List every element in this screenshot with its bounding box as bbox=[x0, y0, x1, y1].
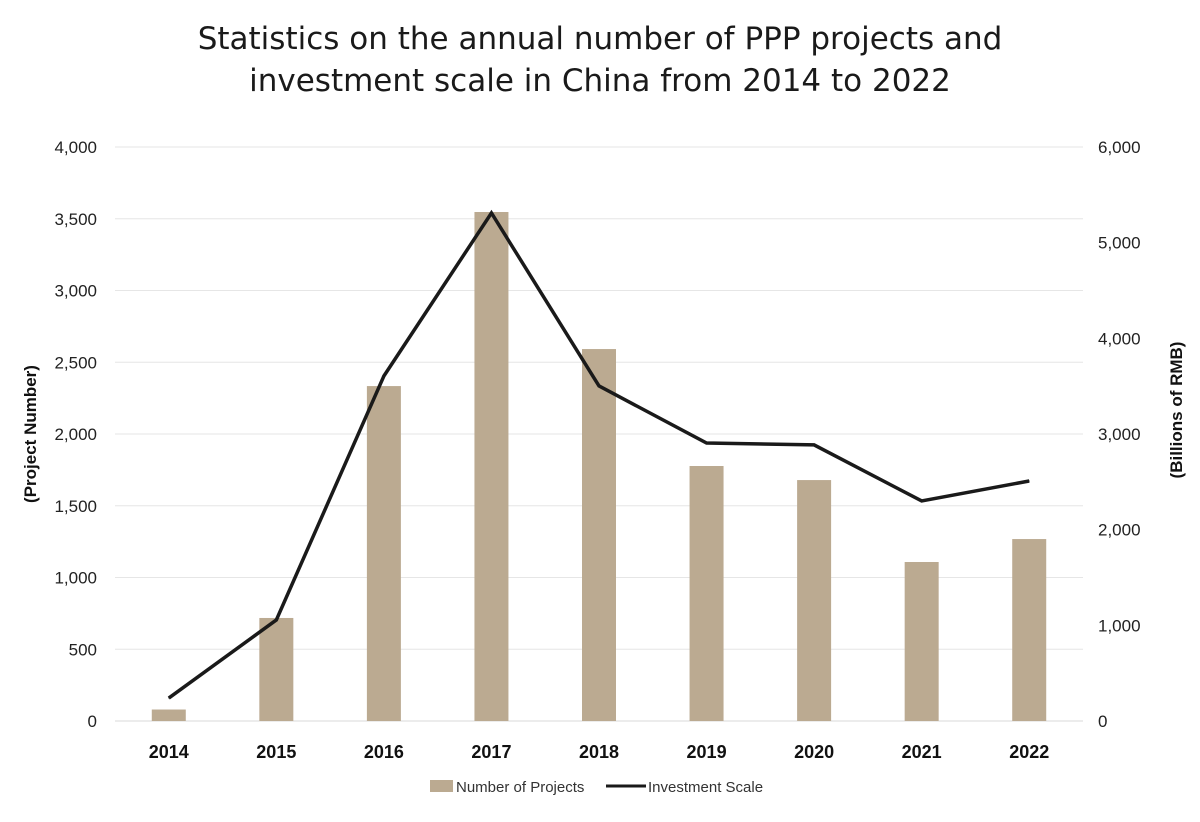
bar-2017 bbox=[474, 212, 509, 721]
x-tick-label: 2016 bbox=[364, 742, 404, 762]
chart-title-line-2: investment scale in China from 2014 to 2… bbox=[249, 63, 951, 99]
y2-tick-label: 3,000 bbox=[1098, 425, 1141, 444]
line-point-2019 bbox=[706, 442, 708, 444]
x-tick-label: 2021 bbox=[902, 742, 942, 762]
legend-swatch-bars bbox=[430, 780, 453, 792]
y2-tick-label: 6,000 bbox=[1098, 138, 1141, 157]
bar-2020 bbox=[797, 480, 832, 721]
legend-label-line: Investment Scale bbox=[648, 779, 763, 796]
bar-2015 bbox=[259, 617, 294, 721]
legend-label-bars: Number of Projects bbox=[456, 779, 584, 796]
y-tick-label: 1,000 bbox=[54, 569, 97, 588]
y-tick-label: 2,000 bbox=[54, 425, 97, 444]
bar-2021 bbox=[904, 562, 939, 721]
line-point-2022 bbox=[1028, 480, 1030, 482]
line-point-2021 bbox=[921, 500, 923, 502]
y-tick-label: 1,500 bbox=[54, 497, 97, 516]
y-tick-label: 4,000 bbox=[54, 138, 97, 157]
y-tick-label: 0 bbox=[88, 712, 97, 731]
line-point-2015 bbox=[275, 619, 277, 621]
bar-2019 bbox=[689, 466, 724, 721]
line-point-2020 bbox=[813, 444, 815, 446]
x-tick-label: 2015 bbox=[256, 742, 296, 762]
bar-2022 bbox=[1012, 539, 1047, 721]
y-tick-label: 2,500 bbox=[54, 353, 97, 372]
y2-tick-label: 4,000 bbox=[1098, 329, 1141, 348]
bar-2016 bbox=[366, 386, 401, 721]
y2-tick-label: 1,000 bbox=[1098, 616, 1141, 635]
y2-axis-label: (Billions of RMB) bbox=[1167, 342, 1186, 479]
x-tick-label: 2018 bbox=[579, 742, 619, 762]
x-tick-label: 2022 bbox=[1009, 742, 1049, 762]
y-tick-label: 500 bbox=[69, 640, 97, 659]
y-tick-label: 3,500 bbox=[54, 210, 97, 229]
line-point-2014 bbox=[168, 697, 170, 699]
bar-2014 bbox=[151, 709, 186, 721]
line-point-2017 bbox=[490, 212, 492, 214]
legend: Number of Projects Investment Scale bbox=[430, 779, 763, 796]
y-axis-label: (Project Number) bbox=[21, 365, 40, 503]
line-point-2018 bbox=[598, 385, 600, 387]
y-tick-label: 3,000 bbox=[54, 282, 97, 301]
line-point-2016 bbox=[383, 375, 385, 377]
x-tick-label: 2019 bbox=[687, 742, 727, 762]
x-tick-label: 2014 bbox=[149, 742, 189, 762]
chart-title-line-1: Statistics on the annual number of PPP p… bbox=[197, 21, 1003, 57]
x-tick-label: 2017 bbox=[471, 742, 511, 762]
x-tick-label: 2020 bbox=[794, 742, 834, 762]
y2-tick-label: 2,000 bbox=[1098, 521, 1141, 540]
bar-2018 bbox=[582, 349, 616, 721]
chart-title: Statistics on the annual number of PPP p… bbox=[0, 18, 1200, 102]
y2-tick-label: 0 bbox=[1098, 712, 1107, 731]
y2-tick-label: 5,000 bbox=[1098, 234, 1141, 253]
